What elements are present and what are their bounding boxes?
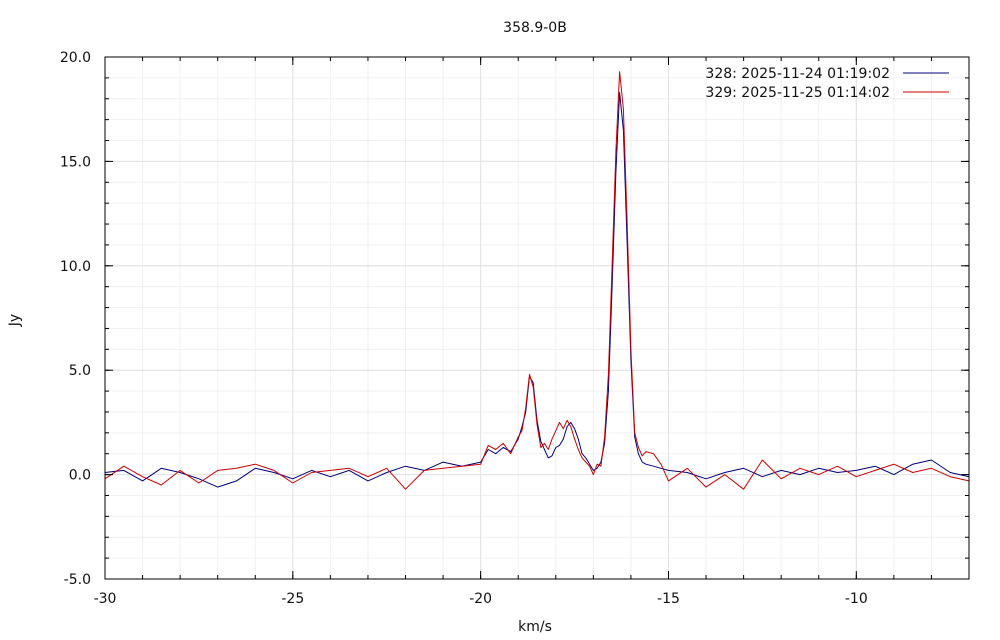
x-tick-label: -10 [845, 591, 868, 607]
y-tick-label: 15.0 [60, 154, 91, 170]
y-tick-label: 20.0 [60, 50, 91, 66]
plot-frame [104, 56, 970, 580]
legend: 328: 2025-11-24 01:19:02 329: 2025-11-25 … [705, 66, 949, 101]
series-line-1 [104, 71, 970, 490]
y-tick-label: -5.0 [64, 572, 91, 588]
y-tick-label: 0.0 [69, 468, 91, 484]
legend-label: 328: 2025-11-24 01:19:02 [705, 66, 890, 82]
y-axis-label: Jy [7, 314, 23, 327]
x-tick-label: -25 [281, 591, 304, 607]
x-tick-label: -15 [657, 591, 680, 607]
y-tick-label: 10.0 [60, 259, 91, 275]
axis-tick-labels: -30 -25 -20 -15 -10 -5.0 0.0 5.0 10.0 15.0 20.0 [60, 50, 868, 607]
x-axis-label: km/s [518, 619, 552, 635]
chart-title: 358.9-0B [503, 20, 567, 36]
y-tick-label: 5.0 [69, 363, 91, 379]
x-tick-label: -30 [94, 591, 117, 607]
axis-ticks [104, 56, 970, 580]
series-layer [104, 71, 970, 490]
grid [104, 56, 970, 580]
legend-label: 329: 2025-11-25 01:14:02 [705, 85, 890, 101]
series-line-0 [104, 92, 970, 488]
x-tick-label: -20 [469, 591, 492, 607]
